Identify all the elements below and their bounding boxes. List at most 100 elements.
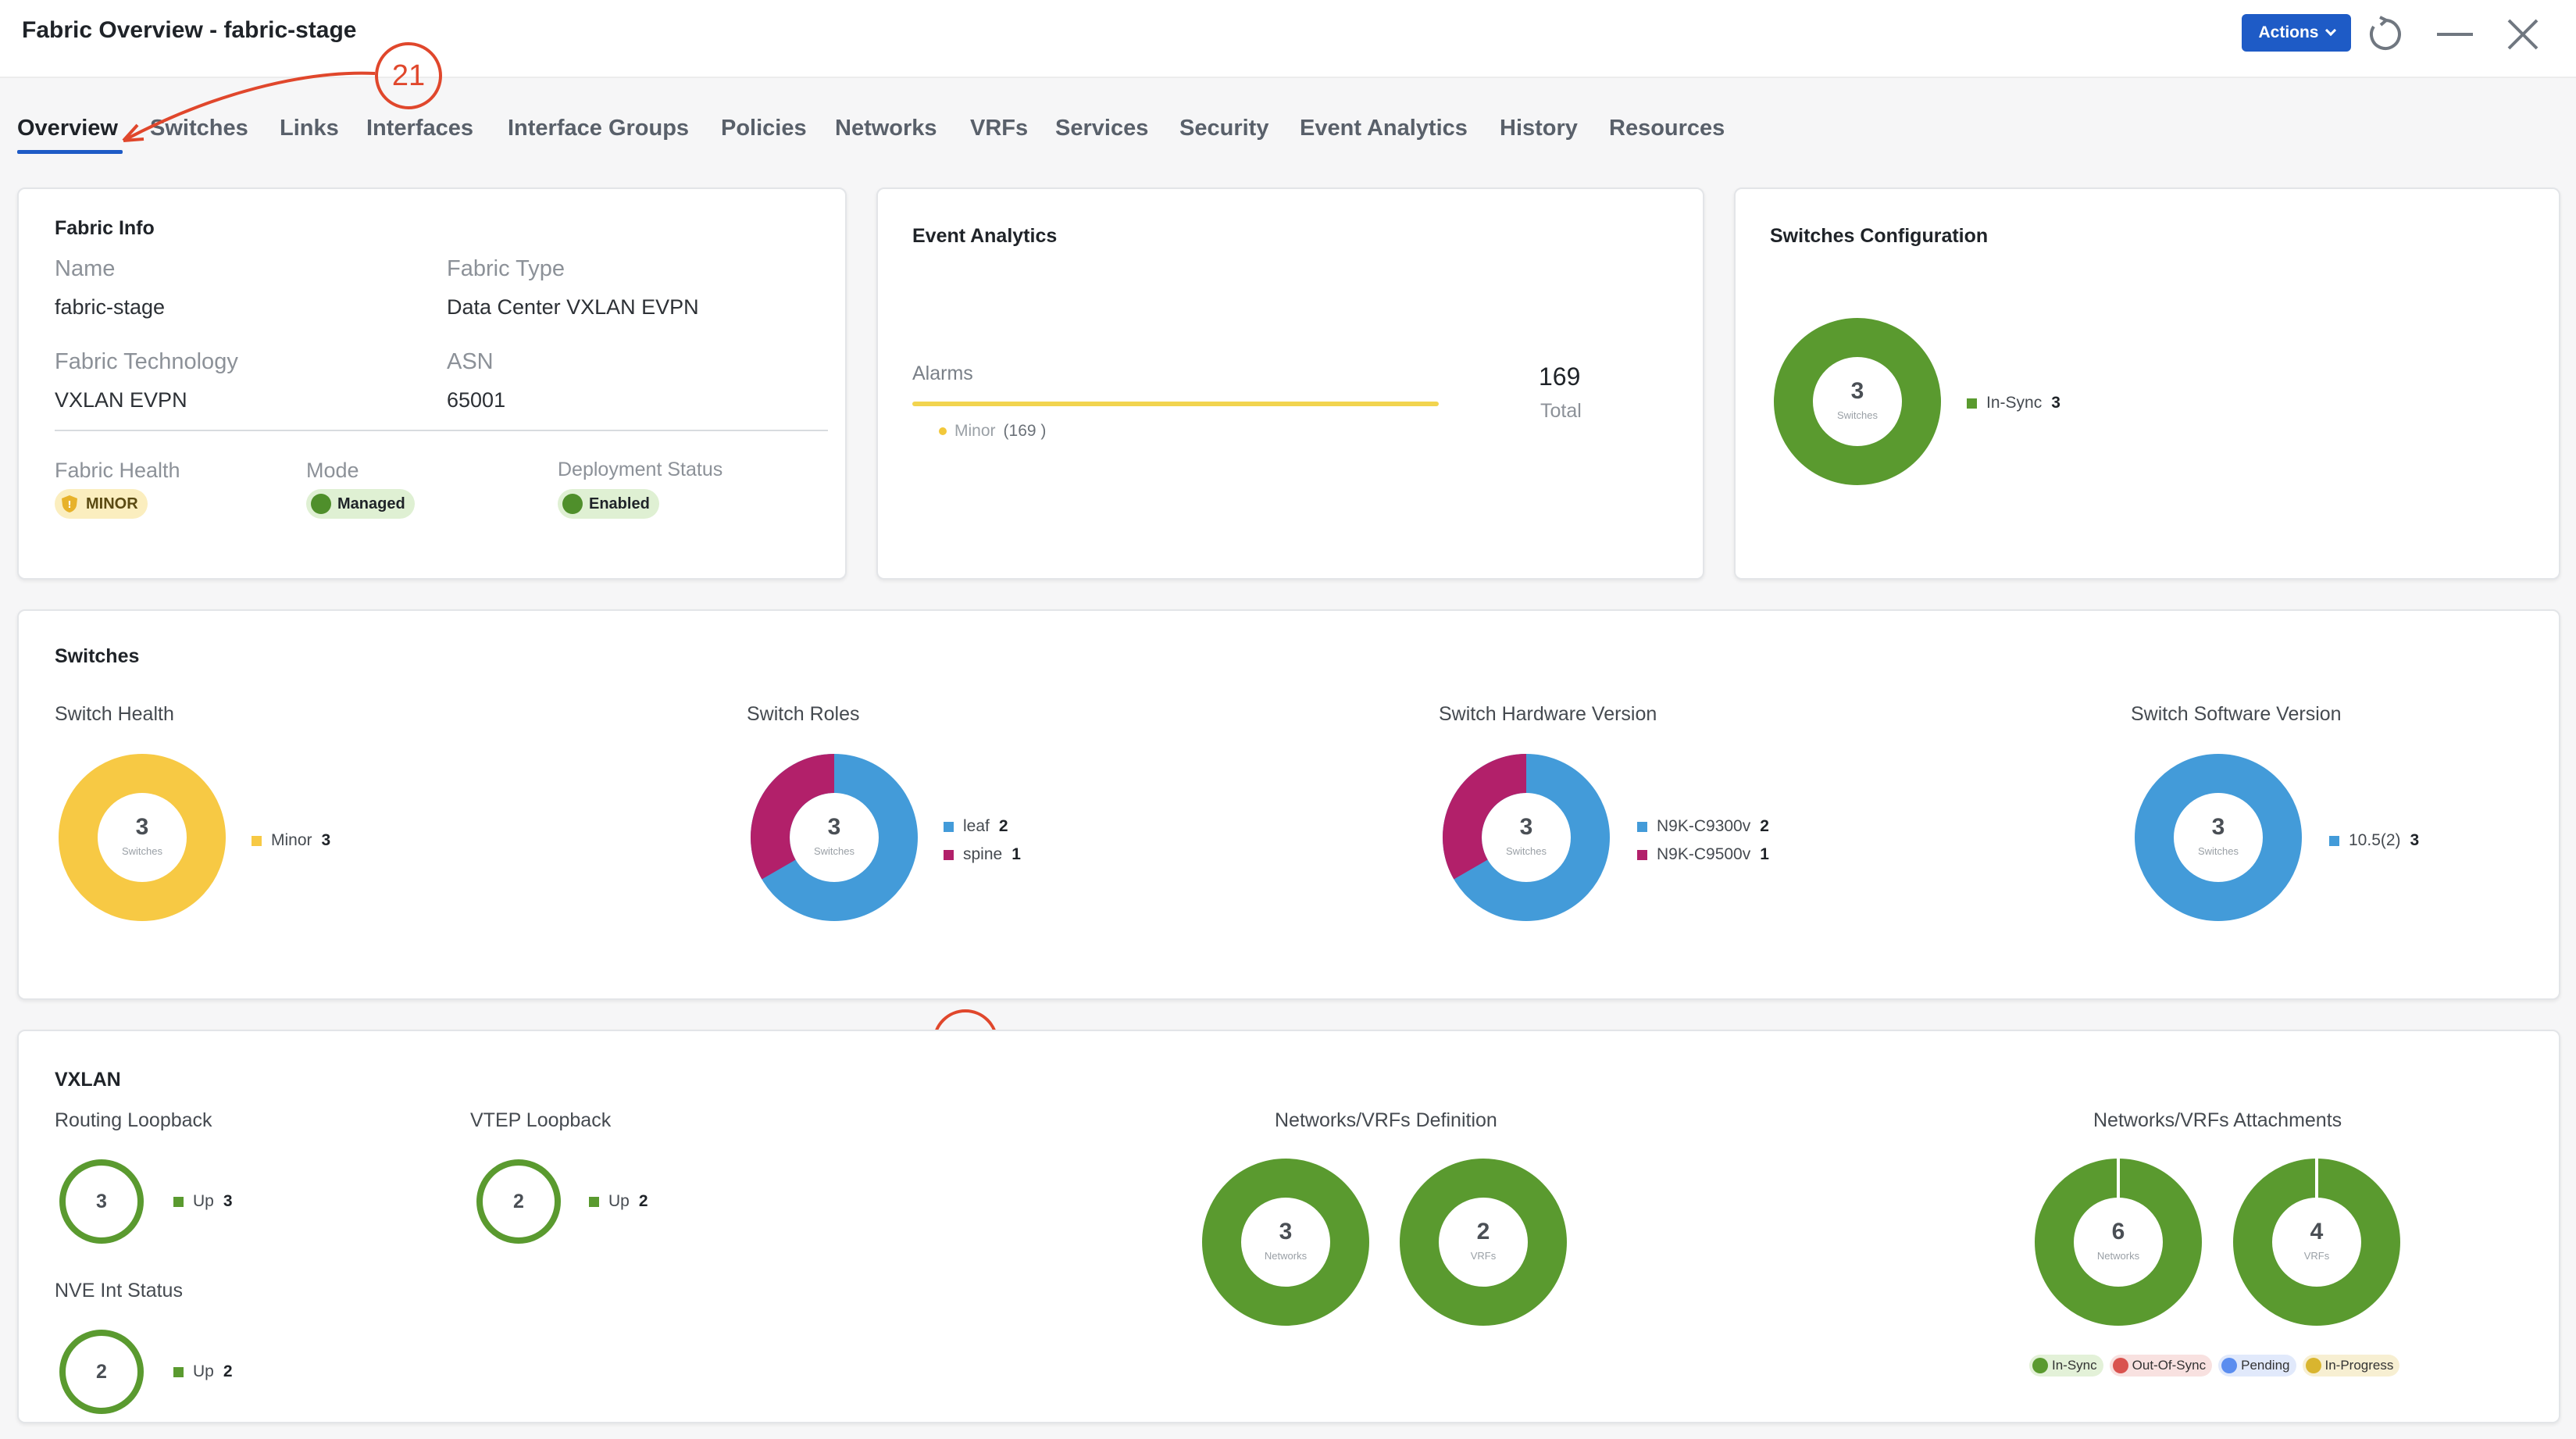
switch-hardware-legend-c9500v: N9K-C9500v 1 — [1637, 845, 1769, 864]
minor-segment — [59, 754, 226, 921]
tab-policies[interactable]: Policies — [721, 116, 807, 141]
switch-health-legend: Minor 3 — [252, 831, 330, 850]
fabric-health-value: MINOR — [86, 495, 138, 512]
networks-vrfs-definition-title: Networks/VRFs Definition — [1275, 1109, 1497, 1131]
tab-vrfs[interactable]: VRFs — [970, 116, 1029, 141]
fabric-info-title: Fabric Info — [55, 217, 155, 239]
callout-21: 21 — [375, 42, 442, 109]
definition-vrfs-donut: 2 VRFs — [1400, 1159, 1567, 1326]
switch-software-version-donut: 3 Switches — [2135, 754, 2302, 921]
switch-roles-donut: 3 Switches — [751, 754, 918, 921]
donut-center-value: 3 — [828, 814, 841, 840]
status-out-of-sync: Out-Of-Sync — [2109, 1355, 2213, 1377]
routing-loopback-ring: 3 — [59, 1159, 144, 1244]
divider — [55, 430, 828, 431]
name-label: Name — [55, 256, 116, 281]
switches-card: Switches Switch Health 3 Switches Minor … — [17, 609, 2560, 1000]
legend-label: N9K-C9300v — [1657, 817, 1751, 835]
tab-links[interactable]: Links — [280, 116, 339, 141]
legend-swatch — [173, 1366, 184, 1377]
legend-label: spine — [963, 845, 1003, 863]
chevron-down-icon — [2324, 24, 2336, 37]
vtep-loopback-title: VTEP Loopback — [470, 1109, 612, 1131]
minor-label: Minor — [954, 422, 996, 440]
switch-health-donut: 3 Switches — [59, 754, 226, 921]
legend-label: N9K-C9500v — [1657, 845, 1751, 863]
event-analytics-title: Event Analytics — [912, 225, 1058, 247]
legend-value: 3 — [2410, 831, 2420, 849]
actions-button[interactable]: Actions — [2242, 14, 2351, 52]
tab-history[interactable]: History — [1500, 116, 1578, 141]
legend-label: In-Sync — [1986, 394, 2043, 412]
attachment-status-legend: In-Sync Out-Of-Sync Pending In-Progress — [2029, 1355, 2406, 1377]
tab-interface-groups[interactable]: Interface Groups — [508, 116, 690, 141]
event-analytics-card: Event Analytics Alarms Minor (169 ) 169 … — [876, 187, 1704, 580]
switches-configuration-legend: In-Sync 3 — [1967, 394, 2060, 412]
fabric-type-value: Data Center VXLAN EVPN — [447, 295, 699, 319]
legend-value: 3 — [223, 1192, 233, 1210]
spine-segment — [751, 754, 918, 921]
donut-center-label: Switches — [2198, 845, 2239, 857]
asn-label: ASN — [447, 349, 494, 374]
attachments-vrfs-donut: 4 VRFs — [2233, 1158, 2400, 1326]
tab-interfaces[interactable]: Interfaces — [366, 116, 474, 141]
switch-roles-legend-spine: spine 1 — [944, 845, 1021, 864]
asn-value: 65001 — [447, 388, 506, 412]
donut-center-value: 2 — [1477, 1219, 1490, 1244]
ring-center-value: 2 — [96, 1361, 107, 1383]
status-label: In-Sync — [2052, 1358, 2097, 1373]
donut-center-label: Switches — [814, 845, 855, 857]
status-in-sync: In-Sync — [2029, 1355, 2103, 1377]
in-sync-segment — [1774, 318, 1941, 485]
donut-center-label: VRFs — [2304, 1250, 2330, 1262]
routing-loopback-legend: Up 3 — [173, 1192, 233, 1211]
legend-swatch — [1637, 849, 1647, 860]
window-title: Fabric Overview - fabric-stage — [22, 17, 357, 43]
tab-overview[interactable]: Overview — [17, 116, 118, 141]
legend-swatch — [2329, 835, 2339, 846]
status-label: In-Progress — [2324, 1358, 2394, 1373]
status-pending: Pending — [2218, 1355, 2296, 1377]
switches-configuration-donut: 3 Switches — [1774, 318, 1941, 485]
shield-icon: ! — [62, 495, 77, 512]
switches-configuration-card: Switches Configuration 3 Switches In-Syn… — [1734, 187, 2560, 580]
donut-center-label: Networks — [1265, 1250, 1308, 1262]
switches-title: Switches — [55, 645, 140, 667]
tab-networks[interactable]: Networks — [835, 116, 937, 141]
alarms-total-label: Total — [1540, 400, 1582, 422]
switch-hardware-version-donut: 3 Switches — [1443, 754, 1611, 921]
legend-value: 2 — [223, 1362, 233, 1380]
legend-value: 1 — [1011, 845, 1021, 863]
tab-resources[interactable]: Resources — [1609, 116, 1725, 141]
switch-roles-title: Switch Roles — [747, 703, 860, 725]
switch-health-title: Switch Health — [55, 703, 174, 725]
legend-value: 2 — [638, 1192, 648, 1210]
tab-security[interactable]: Security — [1179, 116, 1269, 141]
fabric-health-label: Fabric Health — [55, 459, 180, 482]
donut-center-label: VRFs — [1471, 1250, 1497, 1262]
status-dot-icon — [2305, 1358, 2321, 1373]
tab-event-analytics[interactable]: Event Analytics — [1300, 116, 1468, 141]
switch-software-version-title: Switch Software Version — [2131, 703, 2342, 725]
donut-center-value: 3 — [1520, 814, 1533, 840]
legend-value: 3 — [2051, 394, 2060, 412]
legend-label: Minor — [271, 831, 312, 849]
donut-center-value: 3 — [136, 814, 149, 840]
svg-text:!: ! — [67, 499, 71, 510]
vtep-loopback-ring: 2 — [476, 1159, 561, 1244]
status-dot-icon — [2221, 1358, 2238, 1373]
vxlan-card: VXLAN Routing Loopback 3 Up 3 VTEP Loopb… — [17, 1030, 2560, 1423]
legend-label: Up — [608, 1192, 630, 1210]
deployment-status-value: Enabled — [589, 495, 650, 512]
vxlan-title: VXLAN — [55, 1069, 121, 1091]
donut-center-value: 6 — [2112, 1219, 2125, 1244]
close-icon[interactable] — [2506, 17, 2540, 52]
legend-value: 1 — [1760, 845, 1769, 863]
status-dot-icon — [311, 494, 331, 514]
donut-center-value: 4 — [2310, 1219, 2324, 1244]
tab-services[interactable]: Services — [1055, 116, 1149, 141]
minimize-icon[interactable] — [2435, 19, 2474, 50]
routing-loopback-title: Routing Loopback — [55, 1109, 212, 1131]
status-dot-icon — [562, 494, 583, 514]
refresh-icon[interactable] — [2365, 14, 2406, 55]
